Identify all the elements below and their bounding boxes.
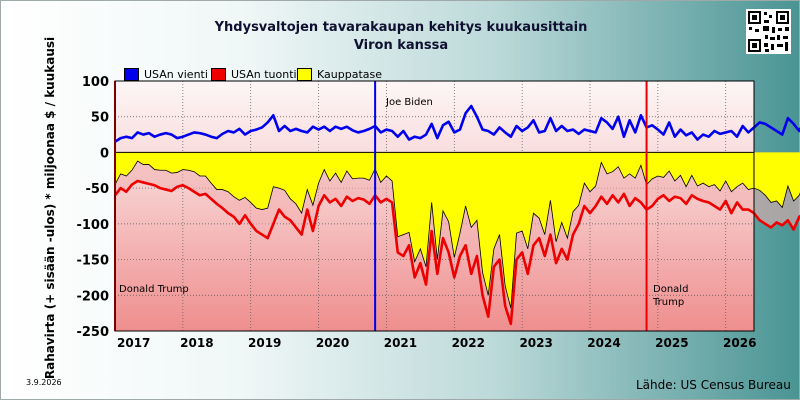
y-tick-label: 100: [82, 75, 109, 90]
date-stamp: 3.9.2026: [26, 378, 62, 387]
x-tick-label: 2019: [248, 336, 281, 350]
x-tick-label: 2024: [587, 336, 620, 350]
annotation-trump-first: Donald Trump: [119, 284, 189, 295]
chart-subtitle: Viron kanssa: [353, 38, 449, 53]
annotation-biden: Joe Biden: [386, 97, 433, 108]
legend-item-exports: USAn vienti: [124, 66, 208, 82]
y-tick-label: -200: [76, 289, 109, 304]
y-tick-label: 50: [91, 111, 109, 126]
y-tick-label: -250: [76, 325, 109, 340]
y-tick-label: -50: [86, 182, 110, 197]
y-tick-label: 0: [100, 146, 109, 161]
qr-code-icon: [746, 9, 791, 54]
annotation-trump-second-line2: Trump: [653, 297, 685, 308]
x-tick-label: 2026: [723, 336, 756, 350]
x-tick-label: 2021: [384, 336, 417, 350]
x-tick-label: 2017: [117, 336, 150, 350]
legend-item-imports: USAn tuonti: [211, 66, 297, 82]
exports-line: [114, 104, 800, 143]
plot-border: [114, 80, 755, 332]
x-tick-label: 2023: [519, 336, 552, 350]
x-tick-label: 2022: [452, 336, 485, 350]
x-tick-label: 2018: [180, 336, 213, 350]
legend-label-balance: Kauppatase: [317, 67, 382, 81]
imports-line: [113, 179, 800, 326]
y-tick-label: -150: [76, 254, 109, 269]
chart-title: Yhdysvaltojen tavarakaupan kehitys kuuka…: [214, 20, 588, 35]
balance-outline: [114, 160, 800, 309]
legend-label-exports: USAn vienti: [144, 67, 208, 81]
legend-label-imports: USAn tuonti: [231, 67, 297, 81]
x-tick-label: 2020: [316, 336, 349, 350]
source-credit: Lähde: US Census Bureau: [636, 378, 791, 392]
legend-swatch-imports: [211, 67, 226, 81]
y-tick-label: -100: [76, 218, 109, 233]
legend-item-balance: Kauppatase: [297, 66, 382, 82]
legend-swatch-exports: [124, 67, 139, 81]
y-axis-label: Rahavirta (+ sisään -ulos) * miljoonaa $…: [43, 36, 57, 380]
x-tick-label: 2025: [655, 336, 688, 350]
legend-swatch-balance: [297, 67, 312, 81]
annotation-trump-second-line1: Donald: [653, 284, 689, 295]
balance-area: [115, 152, 800, 309]
